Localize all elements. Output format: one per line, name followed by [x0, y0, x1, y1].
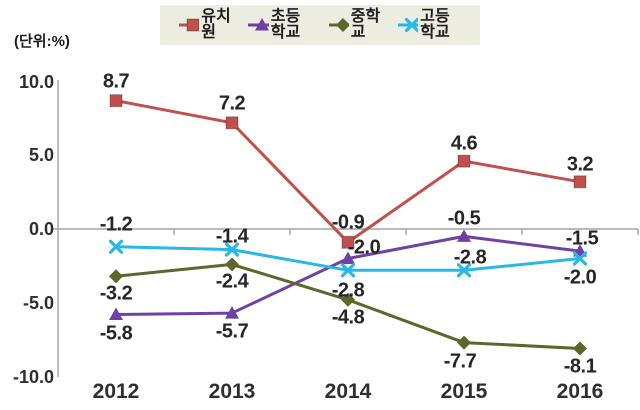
data-label-middle-2016: -8.1 [563, 355, 597, 378]
legend-item-high: 고등학교 [397, 9, 462, 41]
high-legend-marker-icon [397, 17, 419, 33]
y-axis-tick-label: -10.0 [12, 366, 54, 387]
legend-label-elementary: 초등학교 [270, 8, 301, 41]
data-label-middle-2013: -2.4 [215, 270, 249, 293]
legend-label-kindergarten: 유치원 [201, 8, 231, 41]
data-label-elementary-2015: -0.5 [447, 207, 481, 230]
y-axis-tick-label: 10.0 [18, 71, 54, 92]
data-label-kindergarten-2015: 4.6 [450, 132, 478, 155]
diamond-marker-icon [335, 18, 349, 32]
x-axis-category-label: 2016 [556, 380, 604, 403]
square-marker-icon [186, 18, 200, 32]
data-label-elementary-2014: -2.0 [347, 236, 381, 258]
square-marker-icon [225, 116, 239, 130]
legend-item-kindergarten: 유치원 [178, 9, 232, 41]
data-label-middle-2015: -7.7 [443, 350, 477, 373]
x-axis-category-label: 2013 [208, 380, 256, 403]
data-label-elementary-2013: -5.7 [215, 320, 249, 343]
diamond-marker-icon [225, 257, 239, 272]
x-axis-category-label: 2015 [440, 380, 488, 403]
x-marker-icon [404, 17, 419, 33]
x-marker-icon [340, 263, 356, 278]
triangle-marker-icon [255, 18, 269, 31]
diamond-marker-icon [573, 341, 587, 356]
x-marker-icon [456, 263, 472, 278]
data-label-kindergarten-2013: 7.2 [218, 92, 246, 115]
data-label-high-2013: -1.4 [215, 225, 249, 248]
legend-item-elementary: 초등학교 [247, 9, 312, 41]
legend: 유치원 초등학교 중학교 고등학교 [160, 5, 480, 45]
x-marker-icon [572, 251, 588, 266]
square-marker-icon [457, 154, 471, 168]
kindergarten-legend-marker-icon [179, 18, 200, 32]
legend-label-high: 고등학교 [420, 8, 450, 41]
unit-label: (단위:%) [14, 33, 70, 50]
data-label-elementary-2016: -1.5 [565, 227, 599, 250]
y-axis-tick-label: -5.0 [22, 292, 54, 313]
x-axis-category-label: 2014 [324, 380, 372, 403]
square-marker-icon [573, 175, 587, 189]
y-axis-tick-label: 5.0 [28, 145, 54, 166]
middle-legend-marker-icon [328, 18, 349, 32]
data-label-high-2014: -2.8 [331, 279, 365, 302]
elementary-legend-marker-icon [248, 18, 269, 31]
data-label-high-2012: -1.2 [99, 213, 133, 236]
data-label-kindergarten-2014: -0.9 [331, 211, 365, 234]
diamond-marker-icon [341, 292, 355, 307]
data-label-high-2016: -2.0 [563, 266, 597, 288]
triangle-marker-icon [225, 306, 239, 319]
data-label-middle-2014: -4.8 [331, 306, 365, 329]
x-marker-icon [224, 242, 240, 257]
diamond-marker-icon [109, 269, 123, 284]
x-axis-category-label: 2012 [92, 380, 140, 403]
triangle-marker-icon [109, 307, 123, 321]
data-label-high-2015: -2.8 [453, 246, 487, 269]
triangle-marker-icon [341, 251, 355, 264]
data-label-kindergarten-2016: 3.2 [566, 153, 594, 176]
legend-item-middle: 중학교 [328, 9, 382, 41]
data-label-kindergarten-2012: 8.7 [102, 70, 130, 93]
square-marker-icon [341, 235, 355, 249]
y-axis-tick-label: 0.0 [28, 219, 54, 239]
legend-label-middle: 중학교 [350, 8, 381, 41]
data-label-elementary-2012: -5.8 [99, 322, 133, 345]
triangle-marker-icon [457, 229, 471, 242]
diamond-marker-icon [457, 335, 471, 350]
data-label-middle-2012: -3.2 [99, 282, 133, 305]
square-marker-icon [109, 94, 123, 108]
x-marker-icon [108, 239, 124, 254]
